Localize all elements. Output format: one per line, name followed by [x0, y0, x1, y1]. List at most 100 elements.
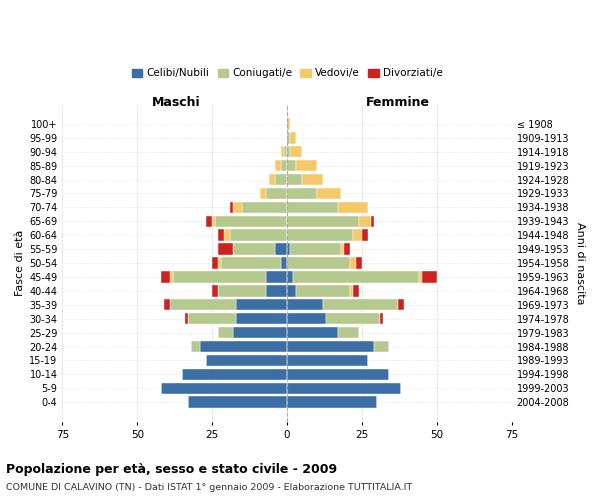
Bar — [287, 118, 290, 130]
Bar — [206, 216, 212, 227]
Bar — [287, 327, 338, 338]
Text: Femmine: Femmine — [366, 96, 430, 110]
Bar — [350, 285, 353, 296]
Bar — [287, 258, 350, 268]
Bar — [224, 230, 230, 241]
Bar — [230, 230, 287, 241]
Bar — [218, 327, 233, 338]
Bar — [422, 271, 437, 282]
Bar — [260, 188, 266, 199]
Bar — [341, 244, 344, 255]
Bar — [173, 271, 266, 282]
Bar — [353, 285, 359, 296]
Y-axis label: Fasce di età: Fasce di età — [15, 230, 25, 296]
Bar — [206, 354, 287, 366]
Bar — [317, 188, 341, 199]
Bar — [287, 230, 353, 241]
Bar — [371, 216, 374, 227]
Bar — [287, 174, 302, 185]
Bar — [164, 299, 170, 310]
Bar — [296, 285, 350, 296]
Bar — [287, 396, 377, 408]
Legend: Celibi/Nubili, Coniugati/e, Vedovi/e, Divorziati/e: Celibi/Nubili, Coniugati/e, Vedovi/e, Di… — [128, 64, 446, 82]
Bar — [188, 313, 236, 324]
Bar — [281, 160, 287, 172]
Bar — [287, 382, 401, 394]
Bar — [323, 299, 398, 310]
Bar — [296, 160, 317, 172]
Text: COMUNE DI CALAVINO (TN) - Dati ISTAT 1° gennaio 2009 - Elaborazione TUTTITALIA.I: COMUNE DI CALAVINO (TN) - Dati ISTAT 1° … — [6, 482, 412, 492]
Bar — [185, 313, 188, 324]
Bar — [266, 285, 287, 296]
Bar — [344, 244, 350, 255]
Bar — [287, 341, 374, 352]
Bar — [287, 285, 296, 296]
Bar — [170, 271, 173, 282]
Bar — [287, 271, 293, 282]
Bar — [287, 160, 296, 172]
Bar — [218, 244, 233, 255]
Bar — [200, 341, 287, 352]
Bar — [290, 146, 302, 158]
Bar — [287, 313, 326, 324]
Bar — [326, 313, 380, 324]
Bar — [269, 174, 275, 185]
Bar — [287, 188, 317, 199]
Bar — [266, 271, 287, 282]
Bar — [287, 146, 290, 158]
Bar — [233, 202, 242, 213]
Bar — [218, 258, 221, 268]
Bar — [290, 132, 296, 143]
Bar — [212, 216, 215, 227]
Bar — [281, 258, 287, 268]
Bar — [281, 146, 284, 158]
Bar — [338, 202, 368, 213]
Bar — [191, 341, 200, 352]
Bar — [242, 202, 287, 213]
Bar — [266, 188, 287, 199]
Bar — [275, 244, 287, 255]
Bar — [170, 299, 236, 310]
Text: Maschi: Maschi — [152, 96, 200, 110]
Bar — [215, 216, 287, 227]
Bar — [353, 230, 362, 241]
Bar — [233, 327, 287, 338]
Bar — [275, 174, 287, 185]
Bar — [182, 368, 287, 380]
Bar — [287, 202, 338, 213]
Bar — [218, 230, 224, 241]
Bar — [161, 382, 287, 394]
Bar — [338, 327, 359, 338]
Bar — [212, 258, 218, 268]
Bar — [398, 299, 404, 310]
Bar — [230, 202, 233, 213]
Bar — [287, 244, 290, 255]
Bar — [284, 146, 287, 158]
Bar — [221, 258, 281, 268]
Bar — [359, 216, 371, 227]
Bar — [236, 313, 287, 324]
Bar — [374, 341, 389, 352]
Y-axis label: Anni di nascita: Anni di nascita — [575, 222, 585, 304]
Bar — [233, 244, 275, 255]
Bar — [302, 174, 323, 185]
Bar — [218, 285, 266, 296]
Bar — [236, 299, 287, 310]
Bar — [293, 271, 419, 282]
Text: Popolazione per età, sesso e stato civile - 2009: Popolazione per età, sesso e stato civil… — [6, 462, 337, 475]
Bar — [350, 258, 356, 268]
Bar — [380, 313, 383, 324]
Bar — [287, 354, 368, 366]
Bar — [419, 271, 422, 282]
Bar — [290, 244, 341, 255]
Bar — [275, 160, 281, 172]
Bar — [161, 271, 170, 282]
Bar — [287, 299, 323, 310]
Bar — [212, 285, 218, 296]
Bar — [188, 396, 287, 408]
Bar — [287, 216, 359, 227]
Bar — [356, 258, 362, 268]
Bar — [287, 368, 389, 380]
Bar — [362, 230, 368, 241]
Bar — [287, 132, 290, 143]
